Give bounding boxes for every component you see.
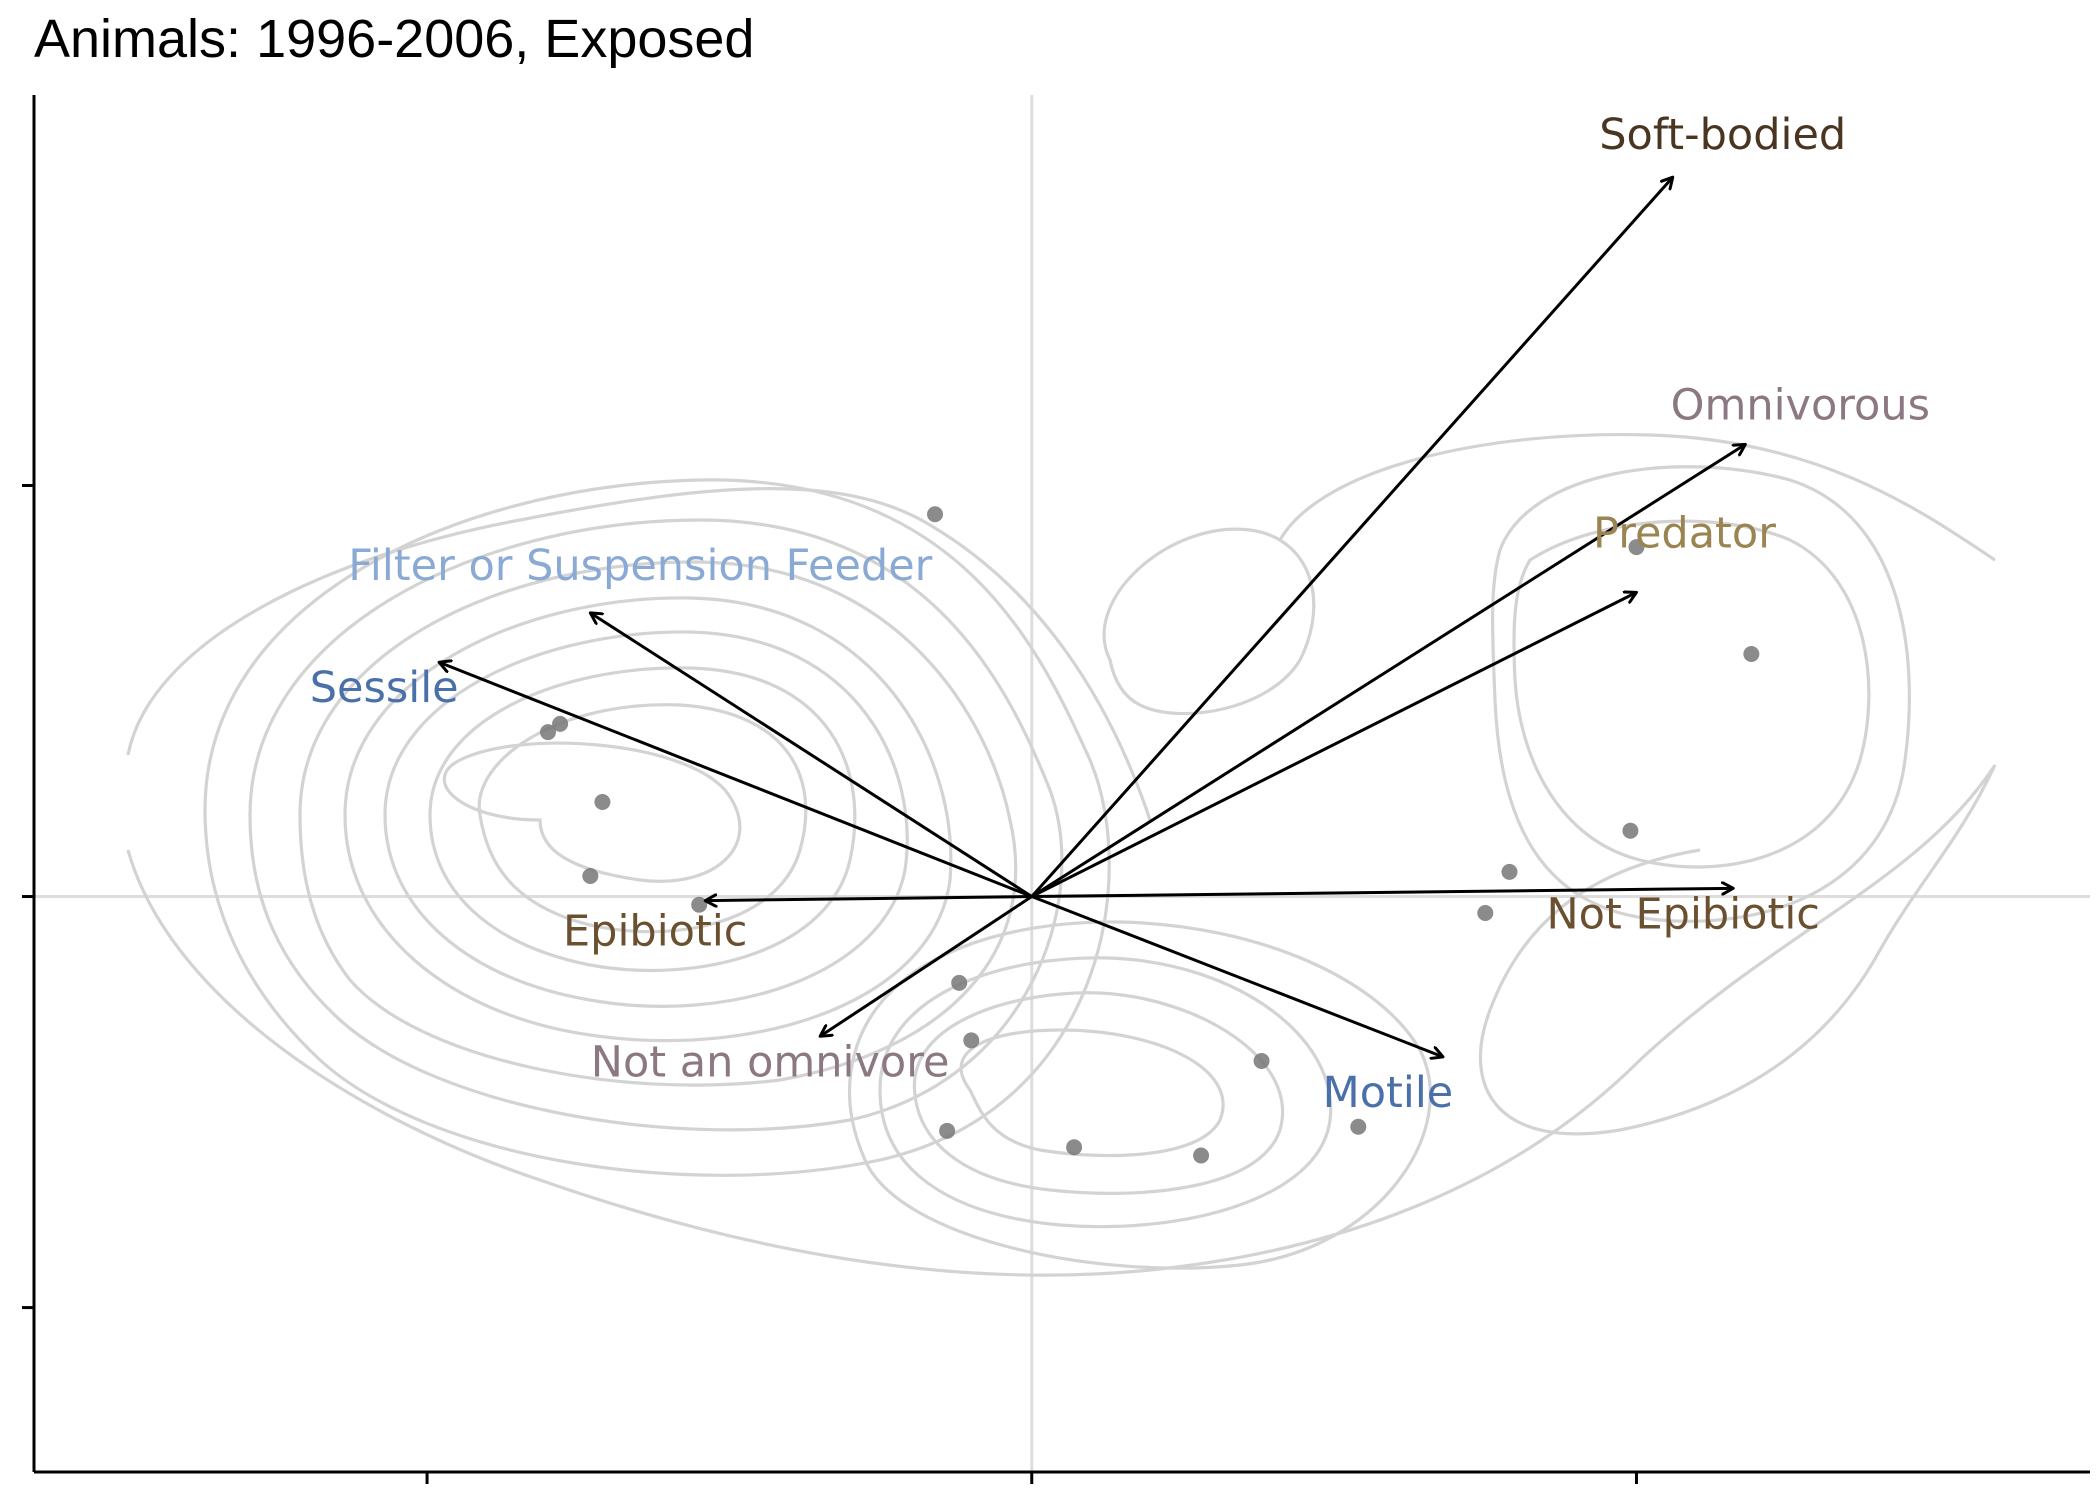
vector-arrow (439, 662, 1033, 898)
vector-label: Filter or Suspension Feeder (348, 541, 932, 591)
vector-label: Not an omnivore (591, 1037, 950, 1087)
data-point (1628, 539, 1645, 556)
density-contour-line (477, 703, 808, 934)
vector-label: Soft-bodied (1599, 110, 1846, 160)
density-contour-line (847, 920, 1432, 1270)
chart-title: Animals: 1996-2006, Exposed (34, 9, 755, 69)
data-point (1193, 1147, 1210, 1164)
density-contour-line (248, 518, 1064, 1132)
density-contour-line (959, 1028, 1225, 1158)
vector-label: Predator (1593, 508, 1776, 558)
vector-arrow (1030, 444, 1746, 898)
data-point (963, 1032, 980, 1049)
data-point (594, 793, 611, 810)
vector-label: Not Epibiotic (1547, 889, 1820, 939)
axes (22, 95, 2090, 1484)
vector-arrow (1031, 895, 1443, 1057)
density-contour-line (428, 666, 857, 972)
data-point (540, 724, 556, 741)
vector-arrow (1031, 592, 1637, 898)
vector-label: Omnivorous (1671, 380, 1930, 430)
data-point (951, 974, 968, 991)
data-point (1501, 863, 1518, 880)
vectors: Soft-bodied Omnivorous Predator Not Epibiot… (310, 110, 1930, 1118)
density-contour-line (126, 764, 1997, 1277)
density-contour-line (298, 560, 1018, 1087)
density-contour-line (1478, 764, 1997, 1136)
data-point (582, 867, 599, 884)
density-contours (126, 432, 1997, 1277)
data-point (939, 1122, 956, 1139)
vector-label: Motile (1323, 1068, 1454, 1118)
density-contour-line (1278, 432, 1996, 562)
density-contour-line (878, 956, 1333, 1229)
density-contour-line (1490, 465, 1911, 923)
data-point (1477, 904, 1494, 921)
data-point (927, 506, 944, 523)
density-contour-line (203, 478, 1111, 1177)
data-point (1253, 1052, 1270, 1069)
data-point (1066, 1139, 1083, 1156)
vector-arrow (820, 895, 1033, 1037)
density-contour-line (126, 487, 1152, 821)
density-contour-line (442, 741, 742, 883)
density-contour-line (912, 991, 1284, 1195)
data-point (1743, 646, 1760, 663)
vector-label: Epibiotic (563, 907, 747, 957)
zero-lines (34, 95, 2090, 1472)
density-contour-line (1102, 527, 1316, 716)
vector-arrow (1031, 888, 1733, 899)
vector-label: Sessile (310, 663, 459, 713)
vector-arrow (590, 613, 1033, 898)
vector-arrow (1030, 177, 1673, 898)
data-point (1350, 1118, 1367, 1135)
data-point (691, 896, 708, 913)
density-contour-line (1512, 519, 1871, 869)
data-point (552, 715, 569, 732)
points (540, 506, 1760, 1164)
data-point (1622, 822, 1639, 839)
density-contour-line (383, 630, 909, 1008)
vector-arrow (705, 897, 1032, 901)
